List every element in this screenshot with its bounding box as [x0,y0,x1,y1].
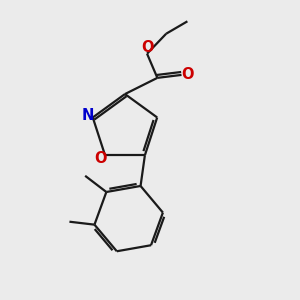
Text: N: N [82,108,94,123]
Text: O: O [94,151,106,166]
Text: O: O [182,68,194,82]
Text: O: O [141,40,153,55]
